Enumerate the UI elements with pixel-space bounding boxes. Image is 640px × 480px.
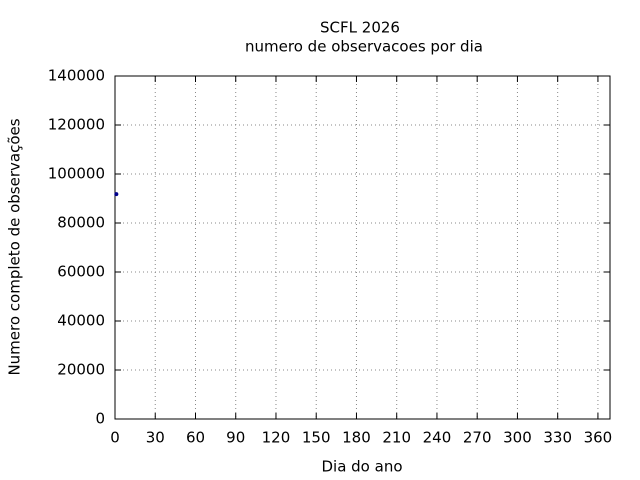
x-tick-label: 180: [342, 429, 371, 447]
y-tick-label: 60000: [57, 263, 105, 281]
x-tick-label: 300: [503, 429, 532, 447]
y-tick-label: 100000: [48, 165, 105, 183]
y-axis-label: Numero completo de observações: [6, 118, 24, 375]
x-tick-label: 120: [262, 429, 291, 447]
x-tick-label: 30: [146, 429, 165, 447]
plot-frame: [114, 75, 611, 420]
y-tick-label: 40000: [57, 312, 105, 330]
x-tick-label: 90: [226, 429, 245, 447]
x-axis-label: Dia do ano: [321, 458, 402, 476]
x-tick-label: 360: [584, 429, 613, 447]
y-tick-label: 140000: [48, 67, 105, 85]
y-tick-label: 80000: [57, 214, 105, 232]
y-tick-label: 0: [95, 410, 105, 428]
chart-title: SCFL 2026: [320, 19, 400, 37]
x-tick-label: 330: [543, 429, 572, 447]
point: [114, 192, 119, 197]
chart-subtitle: numero de observacoes por dia: [245, 38, 483, 56]
y-tick-label: 20000: [57, 361, 105, 379]
x-tick-label: 210: [382, 429, 411, 447]
x-tick-label: 60: [186, 429, 205, 447]
x-tick-label: 240: [423, 429, 452, 447]
y-tick-label: 120000: [48, 116, 105, 134]
x-tick-label: 150: [302, 429, 331, 447]
x-tick-label: 270: [463, 429, 492, 447]
x-tick-label: 0: [110, 429, 120, 447]
